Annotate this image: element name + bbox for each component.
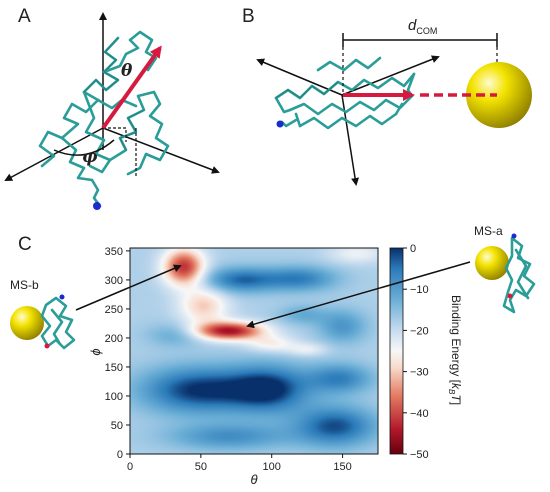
n-terminus-marker-b bbox=[276, 120, 284, 128]
ms-b-sphere bbox=[10, 306, 44, 340]
ms-b-structure: MS-b bbox=[10, 278, 76, 350]
n-terminus-marker bbox=[93, 202, 101, 210]
y-tick-label: 50 bbox=[111, 420, 123, 432]
panel-a-angles: θ φ bbox=[53, 45, 162, 176]
y-tick-label: 250 bbox=[105, 304, 123, 316]
colorbar bbox=[389, 247, 404, 455]
com-distance-bracket: dCOM bbox=[342, 17, 498, 94]
ms-a-sphere bbox=[475, 246, 509, 280]
panel-c-letter: C bbox=[18, 234, 32, 255]
y-tick-label: 0 bbox=[117, 449, 123, 461]
y-tick-label: 300 bbox=[105, 275, 123, 287]
y-axis-ticks: 0 50 100 150 200 250 300 350 bbox=[105, 246, 130, 461]
ms-a-pointer-arrow bbox=[246, 261, 471, 329]
panel-a-protein bbox=[38, 30, 170, 210]
dcom-label: dCOM bbox=[408, 17, 437, 36]
y-axis-label: ϕ bbox=[88, 348, 103, 355]
ms-a-structure: MS-a bbox=[474, 224, 536, 314]
y-axis bbox=[102, 127, 220, 174]
orientation-vector-arrow bbox=[101, 45, 162, 130]
y-tick-label: 100 bbox=[105, 391, 123, 403]
ms-b-pointer-arrow bbox=[75, 264, 182, 311]
x-axis-ticks: 0 50 100 150 bbox=[127, 454, 352, 473]
x-axis-label: θ bbox=[250, 472, 257, 487]
x-tick-label: 0 bbox=[127, 461, 133, 473]
colorbar-tick-label: −20 bbox=[410, 325, 429, 337]
y-tick-label: 350 bbox=[105, 246, 123, 258]
ms-b-label: MS-b bbox=[10, 278, 39, 292]
x-tick-label: 50 bbox=[195, 461, 207, 473]
phi-arc bbox=[53, 139, 115, 156]
colorbar-tick-label: −10 bbox=[410, 284, 429, 296]
x-tick-label: 100 bbox=[263, 461, 281, 473]
y-tick-label: 150 bbox=[105, 362, 123, 374]
heatmap-frame bbox=[129, 247, 379, 455]
panel-b: B dCOM bbox=[242, 6, 532, 186]
binding-energy-heatmap bbox=[130, 248, 378, 454]
ms-a-label: MS-a bbox=[474, 224, 503, 238]
panel-a-letter: A bbox=[18, 6, 31, 27]
panel-c: C 0 50 100 150 0 50 100 150 200 250 300 350 θ ϕ 0 −… bbox=[10, 224, 536, 487]
colorbar-tick-label: −40 bbox=[410, 408, 429, 420]
panel-a-axes bbox=[4, 12, 220, 181]
theta-label: θ bbox=[121, 61, 133, 81]
colorbar-label: Binding Energy [kBT] bbox=[447, 295, 463, 405]
panel-b-letter: B bbox=[242, 6, 255, 27]
x-tick-label: 150 bbox=[333, 461, 351, 473]
colorbar-tick-label: −30 bbox=[410, 367, 429, 379]
y-tick-label: 200 bbox=[105, 333, 123, 345]
panel-a: A θ φ bbox=[4, 6, 220, 210]
phi-label: φ bbox=[82, 147, 98, 167]
x-axis bbox=[4, 127, 104, 181]
nanoparticle-sphere bbox=[466, 62, 532, 128]
colorbar-tick-label: 0 bbox=[410, 243, 416, 255]
colorbar-tick-label: −50 bbox=[410, 449, 429, 461]
colorbar-ticks: 0 −10 −20 −30 −40 −50 bbox=[403, 243, 429, 461]
